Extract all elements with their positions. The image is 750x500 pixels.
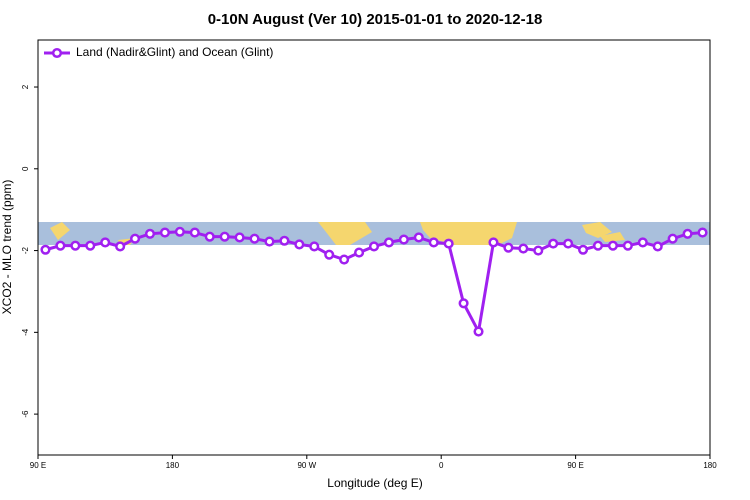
data-point bbox=[144, 228, 156, 239]
data-point bbox=[159, 227, 170, 238]
data-point bbox=[637, 237, 648, 248]
y-tick-label: -2 bbox=[21, 246, 30, 254]
data-point bbox=[249, 233, 260, 244]
data-point bbox=[473, 326, 484, 337]
data-point bbox=[428, 237, 439, 248]
data-point bbox=[339, 254, 350, 265]
y-tick-label: -4 bbox=[21, 328, 30, 336]
data-point bbox=[368, 241, 380, 252]
data-point bbox=[130, 233, 141, 244]
data-point bbox=[563, 238, 574, 249]
y-tick-label: 0 bbox=[21, 166, 30, 171]
data-point bbox=[413, 232, 424, 243]
data-point bbox=[40, 244, 51, 255]
y-tick-label: -6 bbox=[21, 410, 30, 418]
land bbox=[600, 232, 625, 242]
data-point bbox=[115, 241, 126, 252]
data-point bbox=[174, 226, 185, 237]
x-tick-label: 90 E bbox=[567, 461, 583, 470]
x-axis-label: Longitude (deg E) bbox=[327, 476, 422, 490]
data-point bbox=[279, 235, 290, 246]
x-tick-label: 90 E bbox=[30, 461, 46, 470]
data-point bbox=[100, 237, 111, 248]
data-point bbox=[548, 238, 559, 249]
data-point bbox=[383, 237, 394, 248]
land bbox=[50, 222, 70, 240]
data-point bbox=[85, 240, 96, 251]
data-point bbox=[234, 232, 245, 243]
x-tick-label: 180 bbox=[166, 461, 180, 470]
data-point bbox=[309, 241, 320, 252]
x-tick-label: 180 bbox=[703, 461, 717, 470]
data-point bbox=[324, 249, 335, 260]
data-point bbox=[667, 233, 678, 244]
data-point bbox=[55, 240, 66, 251]
data-point bbox=[458, 298, 469, 309]
data-point bbox=[70, 240, 81, 251]
data-point bbox=[264, 236, 275, 247]
data-point bbox=[533, 245, 544, 256]
legend-marker bbox=[51, 47, 63, 59]
data-point bbox=[398, 234, 409, 245]
data-point bbox=[294, 239, 305, 250]
data-point bbox=[219, 231, 230, 242]
data-point bbox=[518, 243, 529, 254]
legend-item: Land (Nadir&Glint) and Ocean (Glint) bbox=[44, 45, 273, 59]
land bbox=[582, 222, 612, 238]
chart-title: 0-10N August (Ver 10) 2015-01-01 to 2020… bbox=[208, 11, 543, 28]
legend-label: Land (Nadir&Glint) and Ocean (Glint) bbox=[76, 45, 273, 59]
land bbox=[318, 222, 372, 245]
data-point bbox=[354, 247, 365, 258]
data-point bbox=[578, 244, 589, 255]
x-tick-label: 0 bbox=[439, 461, 444, 470]
data-point bbox=[443, 238, 454, 249]
y-tick-label: 2 bbox=[21, 84, 30, 89]
data-point bbox=[189, 227, 200, 238]
x-tick-label: 90 W bbox=[297, 461, 316, 470]
data-point bbox=[607, 240, 618, 251]
data-point bbox=[503, 242, 514, 253]
data-point bbox=[682, 228, 693, 239]
data-point bbox=[652, 241, 663, 252]
data-point bbox=[488, 237, 499, 248]
data-point bbox=[697, 227, 708, 238]
y-axis-label: XCO2 - MLO trend (ppm) bbox=[0, 180, 14, 315]
data-point bbox=[622, 240, 633, 251]
plot-frame bbox=[37, 39, 711, 456]
data-point bbox=[592, 240, 604, 251]
data-point bbox=[204, 231, 215, 242]
